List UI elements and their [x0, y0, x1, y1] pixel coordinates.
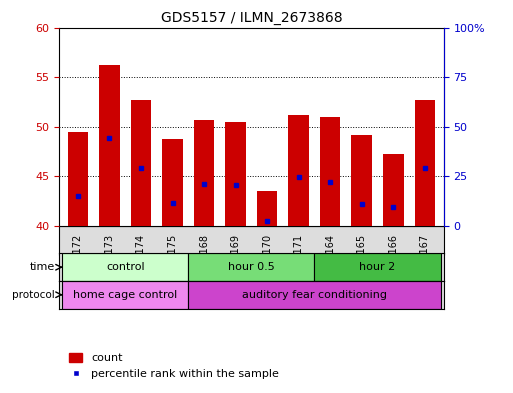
Legend: count, percentile rank within the sample: count, percentile rank within the sample	[65, 348, 284, 384]
Bar	[257, 191, 278, 226]
Text: time: time	[30, 262, 55, 272]
Text: auditory fear conditioning: auditory fear conditioning	[242, 290, 387, 300]
Bar	[288, 115, 309, 226]
Bar	[225, 122, 246, 226]
Bar	[62, 253, 188, 281]
Bar	[383, 154, 404, 226]
Bar	[188, 281, 441, 309]
Bar	[415, 100, 435, 226]
Bar	[68, 132, 88, 226]
Bar	[62, 281, 188, 309]
Text: hour 2: hour 2	[360, 262, 396, 272]
Bar	[188, 253, 314, 281]
Text: hour 0.5: hour 0.5	[228, 262, 275, 272]
Bar	[320, 117, 341, 226]
Bar	[131, 100, 151, 226]
Bar	[99, 65, 120, 226]
Bar	[314, 253, 441, 281]
Bar	[351, 135, 372, 226]
Bar	[194, 120, 214, 226]
Title: GDS5157 / ILMN_2673868: GDS5157 / ILMN_2673868	[161, 11, 342, 25]
Bar	[162, 139, 183, 226]
Text: protocol: protocol	[12, 290, 55, 300]
Text: home cage control: home cage control	[73, 290, 177, 300]
Text: control: control	[106, 262, 145, 272]
